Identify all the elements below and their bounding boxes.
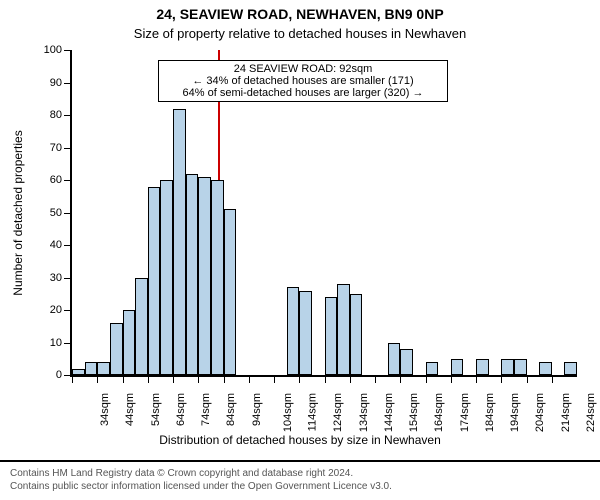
- x-tick: [173, 375, 174, 383]
- x-tick: [123, 375, 124, 383]
- x-tick-label: 54sqm: [150, 393, 162, 426]
- x-tick-label: 194sqm: [509, 393, 521, 432]
- histogram-bar: [400, 349, 413, 375]
- chart-subtitle: Size of property relative to detached ho…: [0, 26, 600, 41]
- histogram-bar: [123, 310, 136, 375]
- histogram-bar: [211, 180, 224, 375]
- x-tick-label: 94sqm: [251, 393, 263, 426]
- histogram-bar: [514, 359, 527, 375]
- x-tick-label: 134sqm: [358, 393, 370, 432]
- histogram-bar: [135, 278, 148, 376]
- x-tick: [325, 375, 326, 383]
- histogram-bar: [501, 359, 514, 375]
- histogram-bar: [148, 187, 161, 376]
- annotation-line: 24 SEAVIEW ROAD: 92sqm: [165, 63, 441, 75]
- x-tick-label: 74sqm: [200, 393, 212, 426]
- annotation-line: ← 34% of detached houses are smaller (17…: [165, 75, 441, 87]
- x-tick: [375, 375, 376, 383]
- x-tick: [476, 375, 477, 383]
- histogram-bar: [325, 297, 338, 375]
- chart-footer: Contains HM Land Registry data © Crown c…: [0, 460, 600, 500]
- x-tick: [400, 375, 401, 383]
- x-tick: [72, 375, 73, 383]
- y-tick-label: 50: [50, 207, 72, 219]
- histogram-bar: [350, 294, 363, 375]
- histogram-bar: [426, 362, 439, 375]
- y-tick-label: 100: [44, 44, 72, 56]
- histogram-bar: [198, 177, 211, 375]
- y-tick-label: 90: [50, 77, 72, 89]
- histogram-bar: [186, 174, 199, 376]
- histogram-bar: [337, 284, 350, 375]
- x-tick: [148, 375, 149, 383]
- histogram-bar: [224, 209, 237, 375]
- x-tick-label: 34sqm: [99, 393, 111, 426]
- y-tick-label: 80: [50, 109, 72, 121]
- x-tick-label: 174sqm: [459, 393, 471, 432]
- histogram-bar: [539, 362, 552, 375]
- x-tick: [249, 375, 250, 383]
- x-tick-label: 184sqm: [484, 393, 496, 432]
- histogram-bar: [160, 180, 173, 375]
- histogram-bar: [299, 291, 312, 376]
- x-tick-label: 104sqm: [282, 393, 294, 432]
- x-tick: [552, 375, 553, 383]
- x-tick-label: 164sqm: [433, 393, 445, 432]
- x-axis-label: Distribution of detached houses by size …: [0, 433, 600, 447]
- footer-line: Contains public sector information licen…: [10, 481, 590, 494]
- y-tick-label: 40: [50, 239, 72, 251]
- x-tick-label: 114sqm: [306, 393, 318, 431]
- annotation-line: 64% of semi-detached houses are larger (…: [165, 87, 441, 99]
- y-tick-label: 0: [56, 369, 72, 381]
- y-tick-label: 60: [50, 174, 72, 186]
- plot-area: 24 SEAVIEW ROAD: 92sqm← 34% of detached …: [70, 50, 577, 377]
- x-tick: [501, 375, 502, 383]
- x-tick-label: 204sqm: [534, 393, 546, 432]
- x-tick-label: 214sqm: [560, 393, 572, 432]
- histogram-bar: [97, 362, 110, 375]
- histogram-bar: [110, 323, 123, 375]
- annotation-box: 24 SEAVIEW ROAD: 92sqm← 34% of detached …: [158, 60, 448, 102]
- histogram-bar: [85, 362, 98, 375]
- y-tick-label: 70: [50, 142, 72, 154]
- histogram-bar: [72, 369, 85, 376]
- chart-title: 24, SEAVIEW ROAD, NEWHAVEN, BN9 0NP: [0, 6, 600, 22]
- x-tick-label: 124sqm: [332, 393, 344, 432]
- x-tick: [274, 375, 275, 383]
- footer-line: Contains HM Land Registry data © Crown c…: [10, 468, 590, 481]
- x-tick: [198, 375, 199, 383]
- histogram-bar: [564, 362, 577, 375]
- y-tick-label: 10: [50, 337, 72, 349]
- x-tick-label: 84sqm: [225, 393, 237, 426]
- histogram-bar: [451, 359, 464, 375]
- x-tick-label: 64sqm: [175, 393, 187, 426]
- y-axis-label: Number of detached properties: [11, 130, 25, 295]
- x-tick-label: 224sqm: [585, 393, 597, 432]
- chart-container: { "chart": { "type": "histogram", "title…: [0, 0, 600, 500]
- histogram-bar: [476, 359, 489, 375]
- x-tick-label: 44sqm: [124, 393, 136, 426]
- y-tick-label: 30: [50, 272, 72, 284]
- x-tick: [451, 375, 452, 383]
- x-tick: [426, 375, 427, 383]
- y-tick-label: 20: [50, 304, 72, 316]
- histogram-bar: [173, 109, 186, 376]
- x-tick-label: 144sqm: [383, 393, 395, 432]
- x-tick: [97, 375, 98, 383]
- x-tick-label: 154sqm: [408, 393, 420, 432]
- histogram-bar: [388, 343, 401, 376]
- x-tick: [224, 375, 225, 383]
- x-tick: [350, 375, 351, 383]
- x-tick: [527, 375, 528, 383]
- histogram-bar: [287, 287, 300, 375]
- x-tick: [299, 375, 300, 383]
